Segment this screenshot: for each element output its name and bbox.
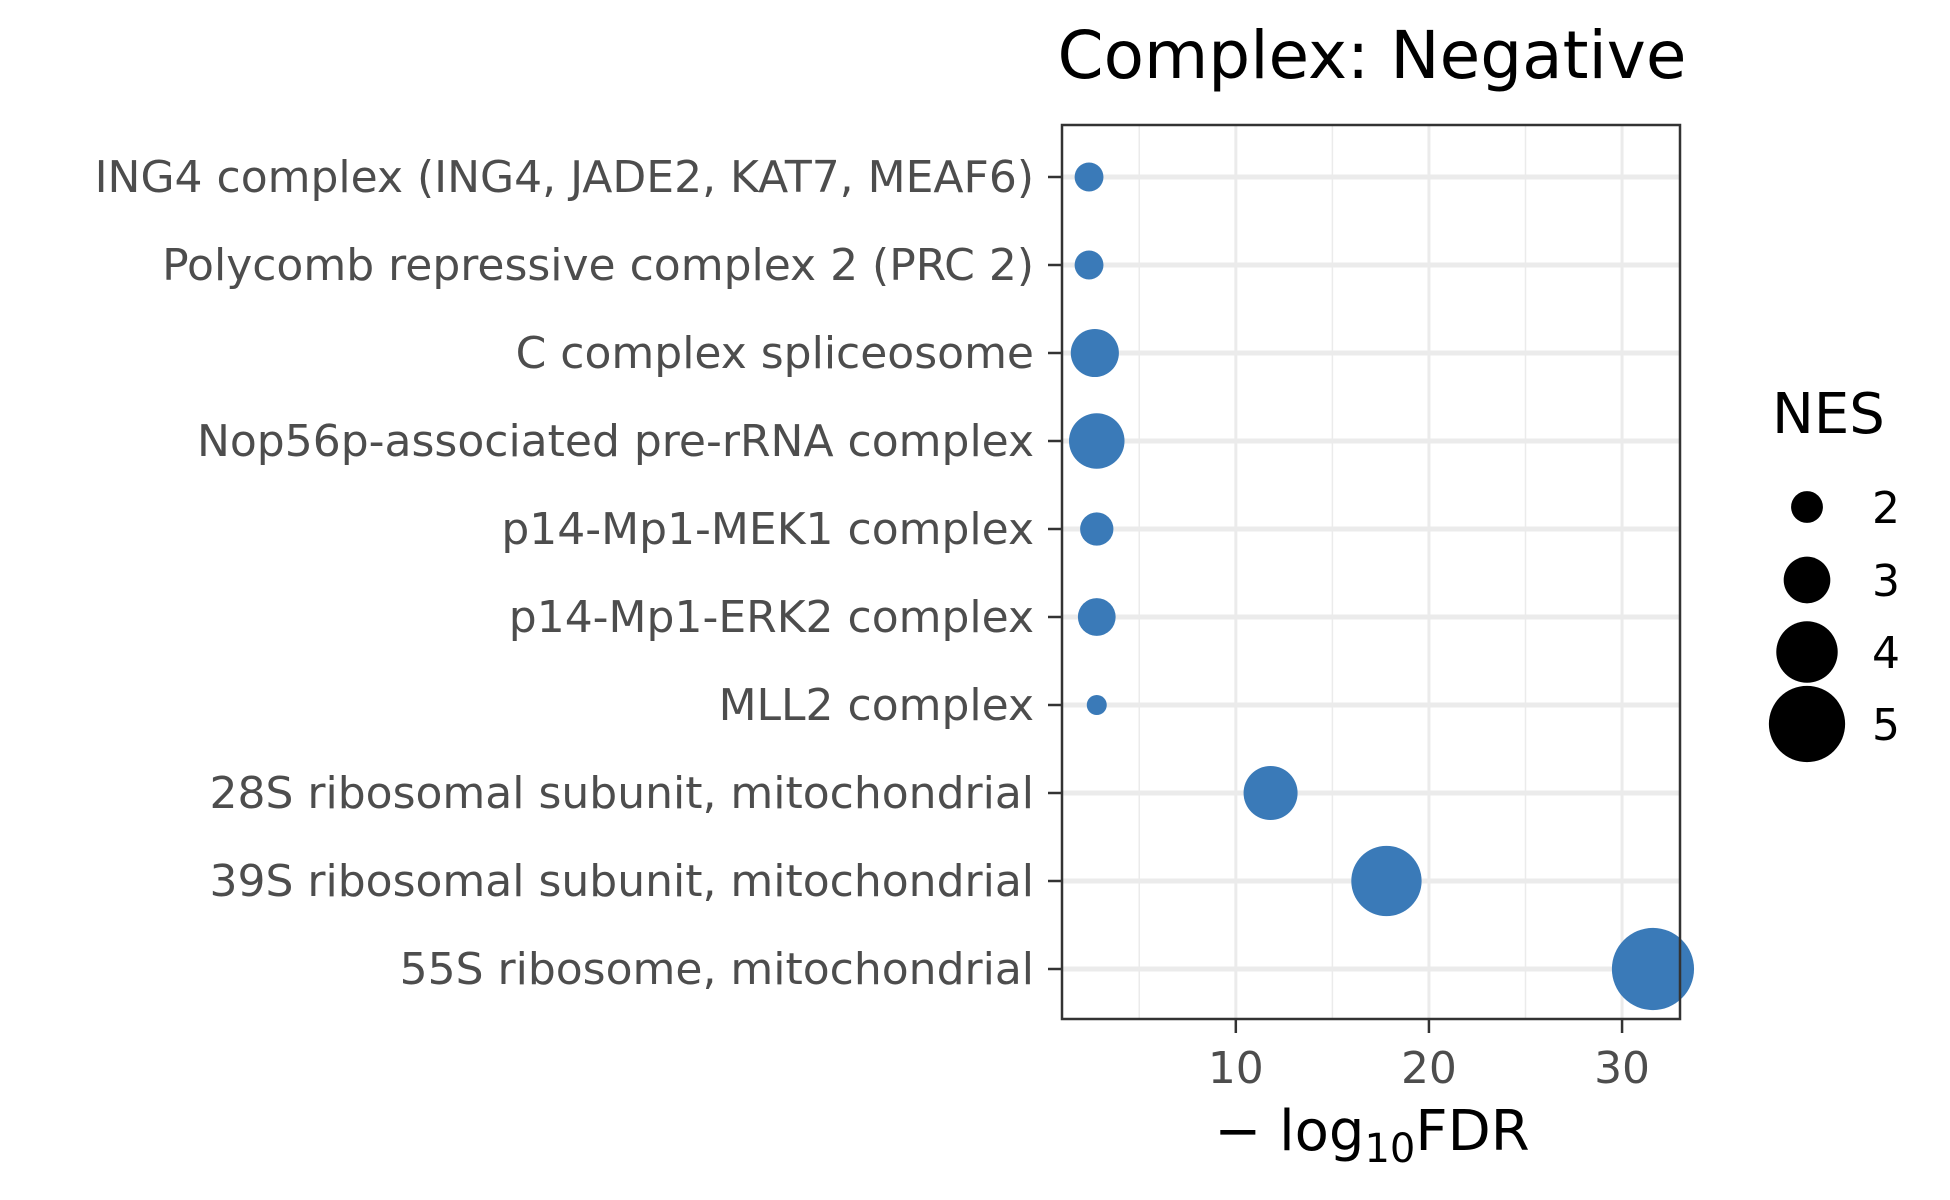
data-point — [1070, 328, 1119, 378]
chart-title: Complex: Negative — [1058, 17, 1687, 94]
data-point — [1077, 598, 1116, 636]
data-point — [1080, 512, 1114, 546]
y-tick-label: C complex spliceosome — [516, 328, 1034, 379]
x-axis-label-prefix: − log — [1214, 1099, 1364, 1164]
legend-key — [1791, 491, 1823, 523]
legend-key — [1776, 621, 1838, 683]
legend-label: 2 — [1872, 483, 1900, 534]
y-axis: ING4 complex (ING4, JADE2, KAT7, MEAF6) P… — [95, 152, 1062, 995]
data-points — [1069, 162, 1695, 1011]
y-tick-label: p14-Mp1-ERK2 complex — [509, 592, 1034, 643]
data-point — [1086, 695, 1107, 715]
y-tick-label: p14-Mp1-MEK1 complex — [501, 504, 1034, 555]
data-point — [1074, 250, 1104, 280]
legend-key — [1768, 685, 1846, 763]
x-axis: 10 20 30 — [1208, 1019, 1650, 1094]
x-axis-label: − log10FDR — [1214, 1099, 1529, 1172]
data-point — [1351, 845, 1422, 917]
x-tick-label: 30 — [1594, 1043, 1650, 1094]
legend-key — [1783, 556, 1831, 604]
x-tick-label: 10 — [1208, 1043, 1264, 1094]
y-tick-label: Nop56p-associated pre-rRNA complex — [197, 416, 1034, 467]
y-tick-label: Polycomb repressive complex 2 (PRC 2) — [162, 240, 1034, 291]
legend-label: 4 — [1872, 628, 1900, 679]
x-axis-label-subscript: 10 — [1364, 1126, 1415, 1172]
legend-label: 3 — [1872, 556, 1900, 607]
data-point — [1243, 765, 1298, 821]
y-tick-label: 39S ribosomal subunit, mitochondrial — [210, 856, 1034, 907]
x-axis-label-suffix: FDR — [1415, 1099, 1529, 1164]
y-tick-label: ING4 complex (ING4, JADE2, KAT7, MEAF6) — [95, 152, 1034, 203]
legend-title: NES — [1772, 382, 1885, 447]
data-point — [1069, 413, 1125, 469]
legend: NES 2 3 4 5 — [1768, 382, 1900, 763]
data-point — [1074, 162, 1104, 192]
legend-label: 5 — [1872, 700, 1900, 751]
panel-border — [1060, 123, 1682, 1021]
x-tick-label: 20 — [1401, 1043, 1457, 1094]
y-tick-label: 55S ribosome, mitochondrial — [400, 944, 1034, 995]
data-point — [1611, 927, 1695, 1011]
y-tick-label: 28S ribosomal subunit, mitochondrial — [210, 768, 1034, 819]
y-tick-label: MLL2 complex — [719, 680, 1034, 731]
